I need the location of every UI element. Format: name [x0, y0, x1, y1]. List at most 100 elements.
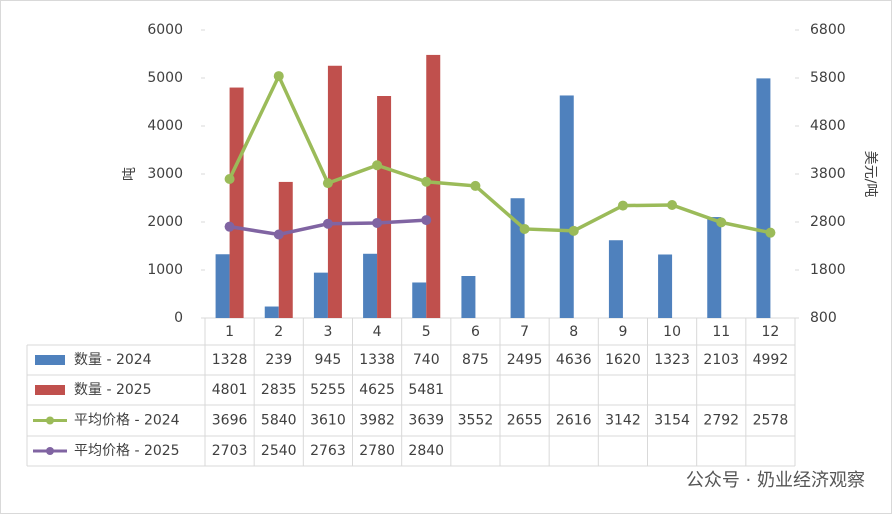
legend-label: 平均价格 - 2024: [74, 413, 180, 429]
marker: [372, 160, 383, 171]
table-cell: 2103: [703, 352, 739, 368]
legend-swatch: [35, 355, 65, 365]
y2-tick-label: 3800: [810, 166, 846, 182]
bar: [426, 54, 441, 319]
table-cell: 1620: [605, 352, 641, 368]
x-tick-label: 5: [422, 324, 431, 340]
marker: [224, 173, 235, 184]
table-cell: 2655: [507, 413, 543, 429]
table-cell: 945: [315, 352, 342, 368]
x-tick-label: 12: [762, 324, 780, 340]
bar: [756, 78, 771, 318]
y-tick-label: 3000: [147, 166, 183, 182]
table-cell: 3982: [359, 413, 395, 429]
legend-label: 平均价格 - 2025: [74, 443, 180, 459]
table-cell: 3154: [654, 413, 690, 429]
table-cell: 2835: [261, 382, 297, 398]
bar: [377, 96, 392, 318]
marker: [372, 217, 383, 228]
table-cell: 1338: [359, 352, 395, 368]
x-tick-label: 3: [323, 324, 332, 340]
y-tick-label: 2000: [147, 214, 183, 230]
x-tick-label: 10: [663, 324, 681, 340]
table-cell: 2780: [359, 443, 395, 459]
table-cell: 2495: [507, 352, 543, 368]
bar: [264, 306, 279, 318]
table-cell: 2540: [261, 443, 297, 459]
y2-tick-label: 1800: [810, 262, 846, 278]
marker: [224, 221, 235, 232]
marker: [568, 225, 579, 236]
x-tick-label: 1: [225, 324, 234, 340]
legend-label: 数量 - 2024: [74, 352, 152, 368]
marker: [322, 178, 333, 189]
table-cell: 4636: [556, 352, 592, 368]
y2-tick-label: 6800: [810, 22, 846, 38]
bar: [658, 254, 673, 318]
bar: [510, 198, 525, 318]
x-tick-label: 7: [520, 324, 529, 340]
y-tick-label: 0: [174, 310, 183, 326]
marker: [716, 217, 727, 228]
marker: [519, 223, 530, 234]
marker: [421, 176, 432, 187]
y2-tick-label: 800: [810, 310, 837, 326]
table-cell: 2792: [703, 413, 739, 429]
bar: [461, 276, 476, 318]
table-cell: 4801: [212, 382, 248, 398]
table-cell: 3142: [605, 413, 641, 429]
x-tick-label: 11: [712, 324, 730, 340]
marker: [617, 200, 628, 211]
watermark: 公众号 · 奶业经济观察: [686, 470, 865, 491]
table-cell: 1328: [212, 352, 248, 368]
x-tick-label: 4: [373, 324, 382, 340]
line: [228, 71, 771, 235]
legend-swatch: [46, 447, 54, 455]
marker: [273, 229, 284, 240]
table-cell: 3696: [212, 413, 248, 429]
table-cell: 2616: [556, 413, 592, 429]
y-tick-label: 6000: [147, 22, 183, 38]
legend-swatch: [35, 385, 65, 395]
table-cell: 2578: [753, 413, 789, 429]
table-cell: 3552: [458, 413, 494, 429]
bar: [412, 282, 427, 318]
y-axis-label: 吨: [122, 167, 138, 181]
table-cell: 875: [462, 352, 489, 368]
bar: [278, 181, 293, 318]
table-cell: 740: [413, 352, 440, 368]
table-cell: 2703: [212, 443, 248, 459]
table-cell: 5481: [408, 382, 444, 398]
table-cell: 1323: [654, 352, 690, 368]
marker: [667, 200, 678, 211]
bar: [707, 217, 722, 318]
bar: [215, 254, 230, 318]
marker: [322, 218, 333, 229]
table-cell: 2763: [310, 443, 346, 459]
table-cell: 239: [265, 352, 292, 368]
bar: [363, 253, 378, 318]
y2-tick-label: 5800: [810, 70, 846, 86]
table-cell: 3639: [408, 413, 444, 429]
table-cell: 2840: [408, 443, 444, 459]
bar: [229, 87, 244, 318]
x-tick-label: 6: [471, 324, 480, 340]
table-cell: 5840: [261, 413, 297, 429]
bar: [608, 240, 623, 318]
y-tick-label: 4000: [147, 118, 183, 134]
bar: [327, 65, 342, 318]
marker: [765, 227, 776, 238]
x-tick-label: 8: [569, 324, 578, 340]
x-tick-label: 2: [274, 324, 283, 340]
marker: [273, 71, 284, 82]
table-cell: 5255: [310, 382, 346, 398]
marker: [421, 215, 432, 226]
legend-swatch: [46, 416, 54, 425]
y2-axis-label: 美元/吨: [862, 151, 878, 198]
y2-tick-label: 4800: [810, 118, 846, 134]
x-tick-label: 9: [618, 324, 627, 340]
y2-tick-label: 2800: [810, 214, 846, 230]
table-cell: 4625: [359, 382, 395, 398]
y-tick-label: 5000: [147, 70, 183, 86]
